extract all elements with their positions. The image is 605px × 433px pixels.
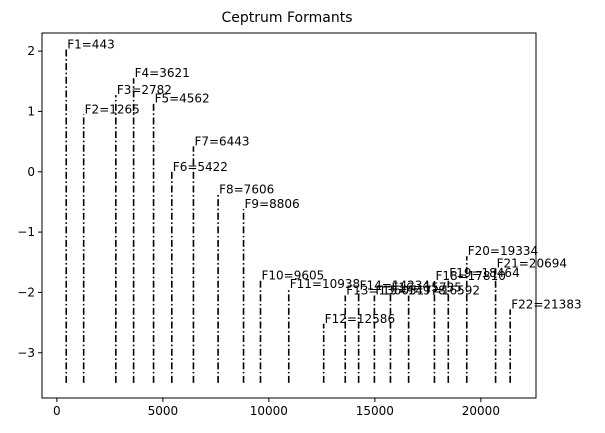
y-tick-label: −1 xyxy=(17,225,35,239)
formant-label: F4=3621 xyxy=(135,66,190,80)
formant-label: F10=9605 xyxy=(261,268,324,282)
annotation-labels-group: F1=443 F2=1265 F3=2782 F4=3621 F5=4562 F6=542… xyxy=(67,37,581,326)
formant-label: F5=4562 xyxy=(155,92,210,106)
y-tick-label: 2 xyxy=(27,44,35,58)
formant-label: F22=21383 xyxy=(511,297,581,311)
x-tick-label: 10000 xyxy=(250,404,288,418)
x-axis: 0 5000 10000 15000 20000 xyxy=(53,398,500,418)
y-tick-label: 1 xyxy=(27,104,35,118)
formant-label: F12=12586 xyxy=(325,312,395,326)
x-tick-label: 0 xyxy=(53,404,61,418)
formant-label: F8=7606 xyxy=(219,183,274,197)
formant-label: F14=14234 xyxy=(360,279,430,293)
formant-label: F3=2782 xyxy=(117,83,172,97)
y-tick-label: −3 xyxy=(17,346,35,360)
y-tick-label: −2 xyxy=(17,285,35,299)
formant-label: F11=10938 xyxy=(290,277,360,291)
formant-label: F16=15735 xyxy=(391,280,461,294)
formant-label: F17=16592 xyxy=(410,283,480,297)
formant-label: F21=20694 xyxy=(497,256,567,270)
x-tick-label: 5000 xyxy=(148,404,179,418)
y-axis: −3 −2 −1 0 1 2 xyxy=(17,44,42,360)
formant-label: F20=19334 xyxy=(468,244,538,258)
chart-title: Ceptrum Formants xyxy=(222,10,353,26)
formant-label: F13=13603 xyxy=(346,283,416,297)
formant-label: F6=5422 xyxy=(173,160,228,174)
axes-frame xyxy=(41,32,537,399)
y-tick-label: 0 xyxy=(27,165,35,179)
formant-label: F19=18464 xyxy=(449,266,519,280)
x-tick-label: 15000 xyxy=(356,404,394,418)
formant-label: F2=1265 xyxy=(85,102,140,116)
formant-label: F18=17810 xyxy=(435,269,505,283)
formant-label: F9=8806 xyxy=(245,197,300,211)
x-tick-label: 20000 xyxy=(462,404,500,418)
formant-label: F15=14978 xyxy=(375,283,445,297)
formant-label: F7=6443 xyxy=(194,134,249,148)
stems-group xyxy=(65,49,511,383)
formant-label: F1=443 xyxy=(67,37,115,51)
